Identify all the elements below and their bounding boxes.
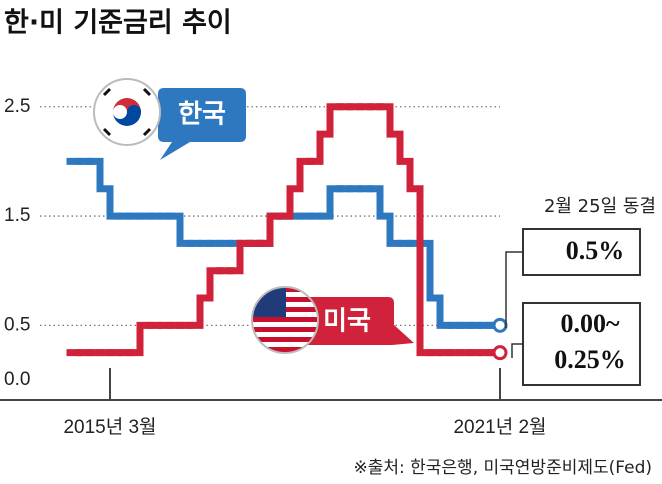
x-tick-label: 2015년 3월 — [63, 416, 156, 438]
label-box — [522, 302, 641, 386]
source: ※출처: 한국은행, 미국연방준비제도(Fed) — [353, 458, 652, 478]
connector — [511, 343, 523, 358]
series-line — [66, 157, 508, 333]
annotation: 2월 25일 동결 — [544, 196, 656, 217]
us-label: 미국 — [323, 307, 371, 337]
end-point — [492, 345, 508, 361]
series-line — [66, 103, 508, 361]
end-label: 0.00~ — [560, 309, 620, 338]
end-point — [492, 317, 508, 333]
korea-callout — [93, 78, 246, 160]
y-tick-label: 0.0 — [4, 369, 30, 390]
chart-title: 한·미 기준금리 추이 — [4, 8, 232, 39]
plot: 0.0 0.5 1.5 2.5 2015년 3월 2021년 2월 — [4, 96, 547, 438]
y-tick-label: 2.5 — [4, 96, 30, 117]
x-tick-label: 2021년 2월 — [453, 416, 546, 438]
y-tick-label: 0.5 — [4, 314, 30, 335]
connector — [505, 251, 523, 328]
korea-label: 한국 — [178, 100, 226, 130]
end-label: 0.25% — [554, 345, 626, 374]
end-label: 0.5% — [566, 236, 625, 265]
y-tick-label: 1.5 — [4, 205, 30, 226]
